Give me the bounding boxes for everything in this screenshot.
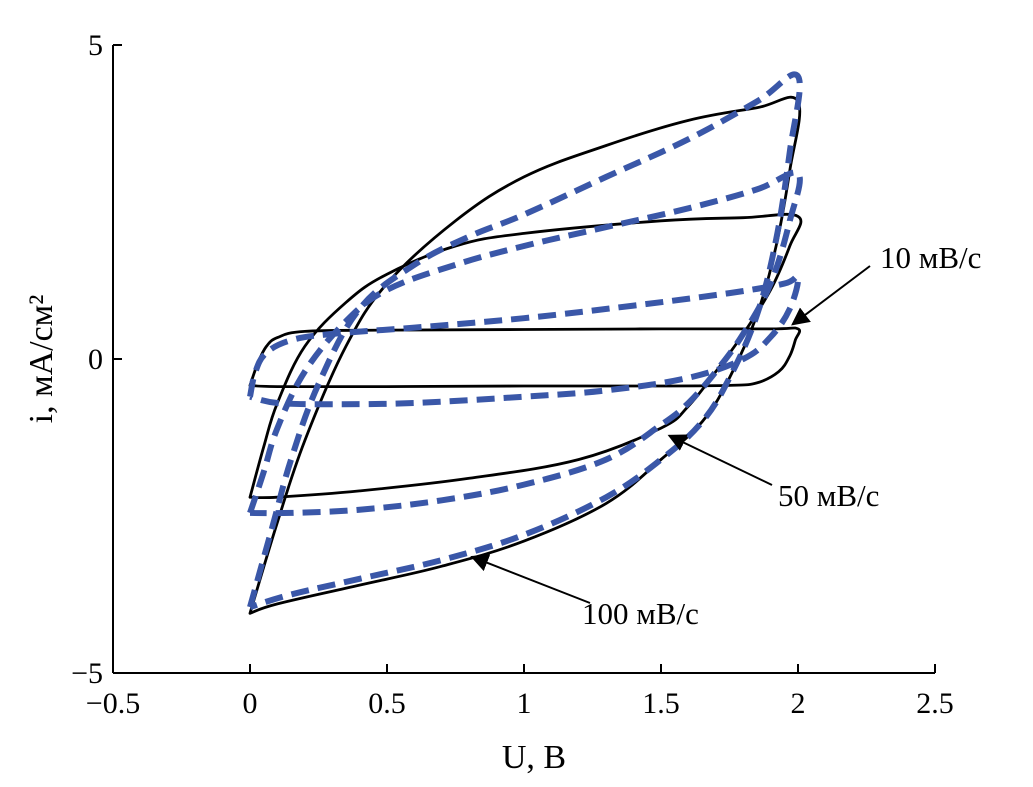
x-tick-label: 0 (243, 687, 258, 720)
y-tick-label: 5 (88, 29, 103, 62)
annotation-arrow (791, 265, 871, 326)
annotation-label: 50 мВ/с (778, 478, 879, 513)
y-tick-label: −5 (71, 657, 103, 690)
plot-area (247, 71, 803, 615)
annotation-label: 10 мВ/с (880, 240, 981, 275)
x-axis-title: U, В (502, 739, 566, 776)
x-tick-label: −0.5 (86, 687, 140, 720)
x-tick-label: 2 (791, 687, 806, 720)
x-tick-label: 2.5 (916, 687, 954, 720)
x-tick-label: 1.5 (642, 687, 680, 720)
axis-labels: U, В i, мА/см² (23, 295, 566, 776)
x-tick-label: 1 (517, 687, 532, 720)
annotation-arrow (667, 434, 773, 486)
annotation-label: 100 мВ/с (582, 596, 699, 631)
annotations: 10 мВ/с 50 мВ/с 100 мВ/с (470, 240, 981, 631)
y-tick-label: 0 (88, 343, 103, 376)
model-curve-5 (247, 71, 803, 610)
annotation-arrow (470, 554, 591, 604)
model-curve-4 (247, 169, 803, 517)
axes: −0.5 0 0.5 1 1.5 2 2.5 −5 0 5 (71, 29, 954, 720)
measured-curve-2 (248, 95, 802, 615)
measured-curve-0 (248, 326, 802, 389)
measured-curve-1 (248, 212, 803, 500)
x-tick-label: 0.5 (368, 687, 406, 720)
y-axis-title: i, мА/см² (23, 295, 60, 424)
